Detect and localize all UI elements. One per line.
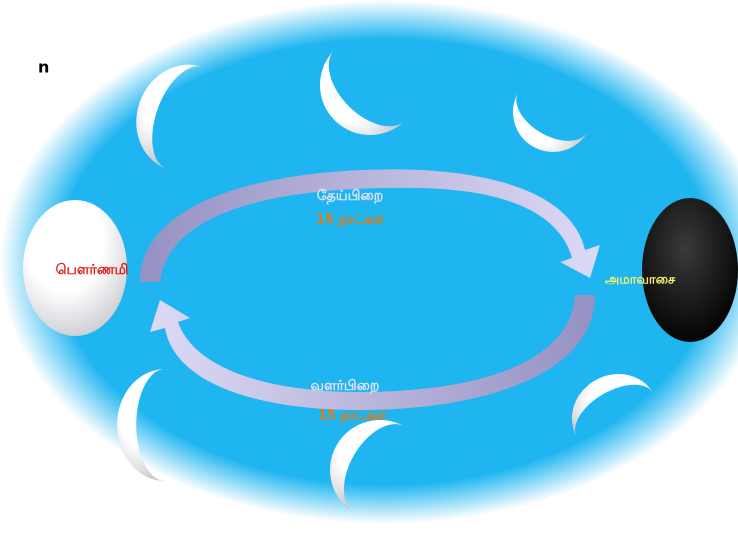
page: n பௌர்ணமி அமாவாசை தேய்பிறை 15 நாட்கள் வள… xyxy=(0,0,738,535)
new-moon-icon xyxy=(642,198,738,342)
new-moon-label: அமாவாசை xyxy=(605,273,676,288)
waning-duration: 15 நாட்கள் xyxy=(316,213,384,228)
diagram: n பௌர்ணமி அமாவாசை தேய்பிறை 15 நாட்கள் வள… xyxy=(0,0,738,531)
corner-text: n xyxy=(38,58,49,77)
waxing-name: வளர்பிறை xyxy=(311,378,380,394)
waning-name: தேய்பிறை xyxy=(317,188,384,205)
full-moon-label: பௌர்ணமி xyxy=(56,262,129,278)
waxing-duration: 15 நாட்கள் xyxy=(318,409,386,424)
